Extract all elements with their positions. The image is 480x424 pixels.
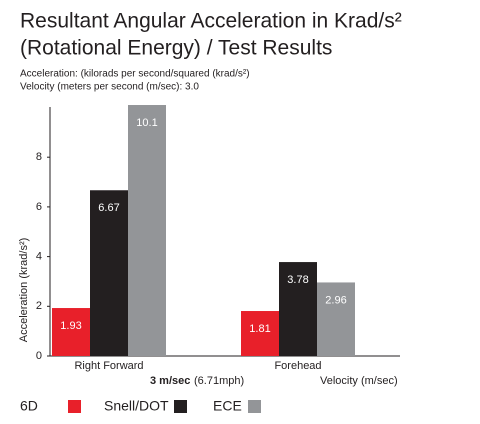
value-label: 6.67: [98, 202, 119, 214]
x-tick-label: Forehead: [274, 360, 321, 372]
value-label: 3.78: [287, 274, 308, 286]
subtitle: Acceleration: (kilorads per second/squar…: [20, 69, 250, 80]
bar: [317, 282, 355, 356]
velocity-mph: (6.71mph): [194, 375, 244, 387]
value-label: 1.93: [60, 320, 81, 332]
velocity-label: 3 m/sec: [150, 375, 190, 387]
x-tick-label: Right Forward: [74, 360, 143, 372]
legend-label: Snell/DOT: [104, 398, 169, 414]
y-tick-label: 4: [36, 251, 42, 263]
bar: [241, 311, 279, 356]
chart-title: Resultant Angular Acceleration in Krad/s…: [20, 10, 402, 33]
chart-title: (Rotational Energy) / Test Results: [20, 37, 332, 60]
bar: [52, 308, 90, 356]
y-tick-label: 6: [36, 201, 42, 213]
value-label: 1.81: [249, 323, 270, 335]
legend-swatch: [174, 400, 187, 413]
legend-swatch: [68, 400, 81, 413]
bar: [90, 190, 128, 356]
legend-label: ECE: [213, 398, 242, 414]
value-label: 2.96: [325, 294, 346, 306]
y-tick-label: 0: [36, 350, 42, 362]
bar: [128, 105, 166, 356]
y-tick-label: 8: [36, 151, 42, 163]
bar: [279, 262, 317, 356]
y-axis-label: Acceleration (krad/s²): [18, 238, 30, 343]
value-label: 10.1: [136, 117, 157, 129]
y-tick-label: 2: [36, 300, 42, 312]
legend-label: 6D: [20, 398, 38, 414]
x-axis-label: Velocity (m/sec): [320, 375, 398, 387]
legend-swatch: [248, 400, 261, 413]
subtitle: Velocity (meters per second (m/sec): 3.0: [20, 82, 199, 93]
